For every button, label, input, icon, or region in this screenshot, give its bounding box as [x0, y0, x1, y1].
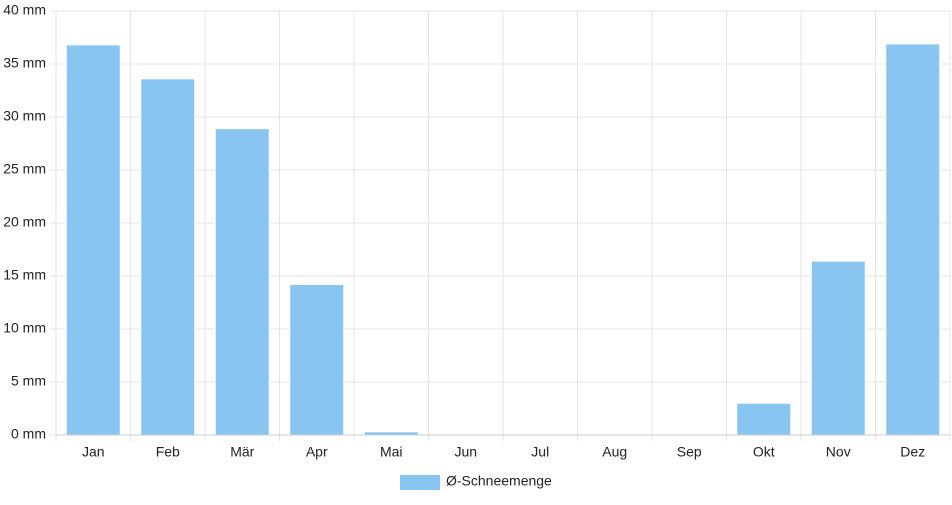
x-tick-label: Apr — [306, 444, 328, 460]
bar — [140, 78, 196, 436]
x-tick-label: Okt — [753, 444, 775, 460]
bar — [65, 44, 121, 436]
legend-label: Ø-Schneemenge — [446, 473, 552, 489]
bar — [810, 260, 866, 436]
y-tick-label: 30 mm — [3, 108, 46, 124]
x-tick-label: Mai — [380, 444, 403, 460]
bar — [736, 402, 792, 436]
y-tick-label: 0 mm — [11, 426, 46, 442]
x-tick-label: Sep — [677, 444, 702, 460]
x-tick-label: Aug — [602, 444, 627, 460]
x-tick-label: Jul — [531, 444, 549, 460]
y-tick-label: 25 mm — [3, 161, 46, 177]
y-tick-label: 15 mm — [3, 267, 46, 283]
x-tick-label: Jan — [82, 444, 105, 460]
y-tick-label: 10 mm — [3, 320, 46, 336]
x-tick-label: Dez — [900, 444, 925, 460]
y-tick-label: 5 mm — [11, 373, 46, 389]
x-tick-label: Feb — [156, 444, 180, 460]
bar — [214, 128, 270, 436]
x-tick-label: Mär — [230, 444, 254, 460]
bar — [885, 43, 941, 436]
legend-swatch — [400, 475, 440, 490]
x-tick-label: Jun — [454, 444, 477, 460]
y-tick-label: 20 mm — [3, 214, 46, 230]
y-tick-label: 40 mm — [3, 2, 46, 18]
x-tick-label: Nov — [826, 444, 851, 460]
y-tick-label: 35 mm — [3, 55, 46, 71]
bar — [289, 283, 345, 436]
